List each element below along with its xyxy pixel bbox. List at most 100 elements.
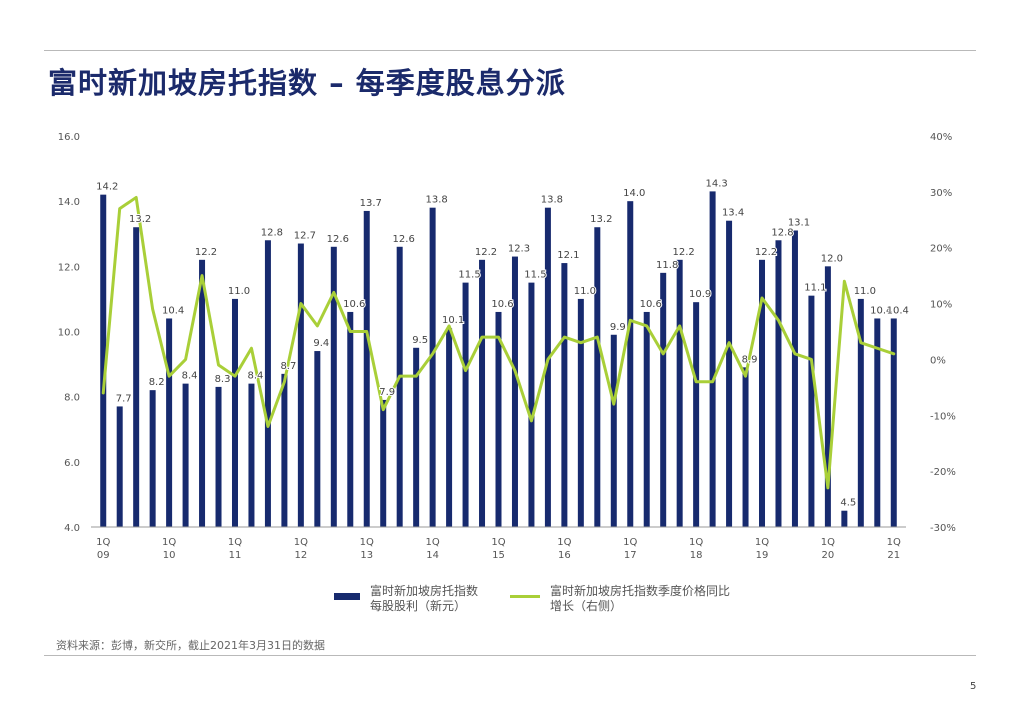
left-axis-tick-label: 14.0 [58, 197, 80, 208]
left-axis-tick-label: 16.0 [58, 132, 80, 143]
bar-value-label: 13.4 [722, 208, 744, 219]
x-tick-label-year: 10 [163, 550, 176, 561]
bar-value-label: 10.4 [870, 305, 892, 316]
bar-dividend [166, 318, 173, 527]
bar-value-label: 10.6 [343, 299, 365, 310]
legend-bar-label: 富时新加坡房托指数 每股股利（新元） [370, 584, 530, 614]
bar-dividend [841, 510, 848, 527]
right-axis-tick-label: 30% [930, 188, 952, 199]
bar-dividend [396, 246, 403, 528]
bar-value-label: 11.8 [656, 260, 678, 271]
legend-line-label-line1: 富时新加坡房托指数季度价格同比 [550, 584, 731, 598]
x-tick-label-year: 21 [887, 550, 900, 561]
bar-value-label: 13.7 [360, 198, 382, 209]
bottom-divider [44, 655, 976, 656]
x-tick-label-quarter: 1Q [623, 537, 637, 548]
x-tick-label-year: 20 [822, 550, 835, 561]
bar-dividend [528, 282, 535, 527]
bar-value-label: 13.8 [425, 195, 447, 206]
left-axis-tick-label: 12.0 [58, 262, 80, 273]
x-tick-label-quarter: 1Q [294, 537, 308, 548]
bar-dividend [248, 383, 255, 527]
bar-dividend [281, 373, 288, 527]
x-tick-label-year: 17 [624, 550, 637, 561]
bar-dividend [495, 311, 502, 527]
x-tick-label-quarter: 1Q [426, 537, 440, 548]
bar-value-label: 12.2 [195, 247, 217, 258]
bar-value-label: 10.4 [887, 305, 909, 316]
bar-dividend [857, 298, 864, 527]
bar-value-label: 8.9 [742, 354, 758, 365]
bar-value-label: 12.6 [327, 234, 349, 245]
bar-value-label: 10.1 [442, 315, 464, 326]
bar-value-label: 4.5 [840, 498, 856, 509]
bar-value-label: 9.5 [412, 335, 428, 346]
bar-dividend [429, 207, 436, 527]
bar-value-label: 7.9 [379, 387, 395, 398]
bar-dividend [726, 220, 733, 527]
right-axis-tick-label: -20% [930, 467, 956, 478]
bar-dividend [676, 259, 683, 527]
bar-dividend [215, 386, 222, 527]
bar-value-label: 11.0 [574, 286, 596, 297]
bar-dividend [759, 259, 766, 527]
x-tick-label-quarter: 1Q [557, 537, 571, 548]
bar-value-label: 11.0 [854, 286, 876, 297]
bar-value-label: 12.3 [508, 244, 530, 255]
left-axis-tick-label: 4.0 [64, 523, 80, 534]
bar-dividend [199, 259, 206, 527]
x-tick-label-year: 19 [756, 550, 769, 561]
bar-value-label: 13.1 [788, 217, 810, 228]
bar-dividend [363, 210, 370, 528]
x-tick-label-quarter: 1Q [96, 537, 110, 548]
bar-dividend [297, 243, 304, 527]
bar-value-label: 14.2 [96, 182, 118, 193]
bar-value-label: 8.7 [280, 361, 296, 372]
bar-value-label: 14.0 [623, 188, 645, 199]
left-axis-tick-label: 8.0 [64, 393, 80, 404]
x-tick-label-year: 14 [426, 550, 439, 561]
right-axis-tick-label: 0% [930, 355, 946, 366]
bar-dividend [462, 282, 469, 527]
right-axis-tick-label: 20% [930, 244, 952, 255]
bar-dividend [693, 302, 700, 527]
bar-value-label: 12.7 [294, 231, 316, 242]
bar-dividend [231, 298, 238, 527]
bar-value-label: 13.2 [129, 214, 151, 225]
bar-dividend [709, 191, 716, 527]
legend-bar-swatch [334, 593, 360, 600]
bar-value-label: 12.1 [557, 250, 579, 261]
bar-dividend [561, 263, 568, 527]
bar-dividend [627, 201, 634, 527]
bar-dividend [133, 227, 140, 527]
x-tick-label-quarter: 1Q [491, 537, 505, 548]
legend-line-swatch [510, 595, 540, 598]
bar-dividend [643, 311, 650, 527]
bar-value-label: 10.9 [689, 289, 711, 300]
x-tick-label-year: 13 [360, 550, 373, 561]
x-tick-label-quarter: 1Q [228, 537, 242, 548]
x-tick-label-year: 15 [492, 550, 505, 561]
bar-dividend [149, 390, 156, 527]
x-tick-label-quarter: 1Q [821, 537, 835, 548]
bar-dividend [808, 295, 815, 527]
right-axis-tick-label: -10% [930, 411, 956, 422]
bar-dividend [577, 298, 584, 527]
legend-item-line: 富时新加坡房托指数季度价格同比 增长（右侧） [510, 584, 770, 614]
bar-value-label: 13.8 [541, 195, 563, 206]
x-tick-label-year: 11 [229, 550, 242, 561]
right-axis-tick-label: 10% [930, 300, 952, 311]
bar-dividend [479, 259, 486, 527]
bar-value-label: 12.8 [261, 227, 283, 238]
bar-value-label: 12.6 [393, 234, 415, 245]
legend-line-label-line2: 增长（右侧） [550, 599, 623, 613]
bar-value-label: 10.6 [640, 299, 662, 310]
bar-dividend [610, 334, 617, 527]
bar-value-label: 12.2 [673, 247, 695, 258]
x-tick-label-year: 18 [690, 550, 703, 561]
x-tick-label-year: 16 [558, 550, 571, 561]
x-tick-label-quarter: 1Q [360, 537, 374, 548]
bar-dividend [380, 399, 387, 527]
legend-bar-label-line2: 每股股利（新元） [370, 599, 467, 613]
bar-value-label: 7.7 [116, 393, 132, 404]
